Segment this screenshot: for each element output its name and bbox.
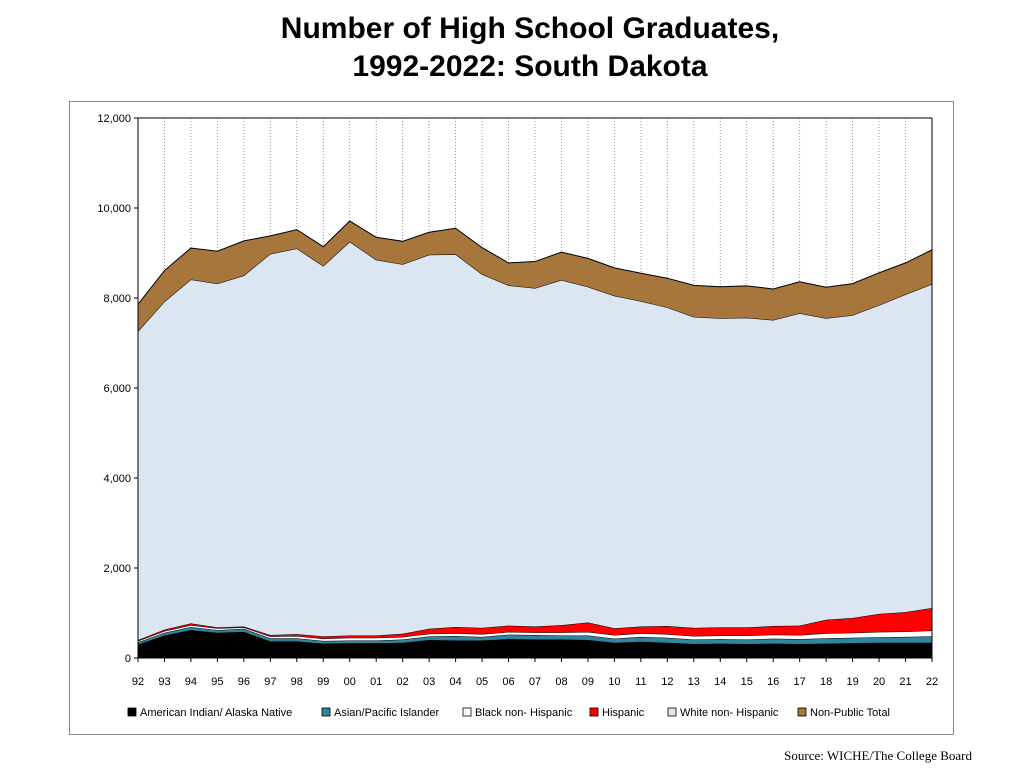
x-tick-label-08: 08: [555, 676, 567, 688]
x-tick-label-16: 16: [767, 676, 779, 688]
legend-label-0: American Indian/ Alaska Native: [140, 707, 292, 719]
x-tick-label-14: 14: [714, 676, 726, 688]
x-tick-label-12: 12: [661, 676, 673, 688]
legend-swatch-4: [667, 707, 677, 717]
x-tick-label-94: 94: [185, 676, 197, 688]
x-tick-label-02: 02: [397, 676, 409, 688]
x-tick-label-97: 97: [264, 676, 276, 688]
legend-label-1: Asian/Pacific Islander: [334, 707, 439, 719]
y-tick-label-2000: 2,000: [103, 563, 131, 575]
x-tick-label-17: 17: [794, 676, 806, 688]
y-tick-label-10000: 10,000: [97, 203, 131, 215]
area-series-4: [138, 241, 932, 640]
x-tick-label-95: 95: [211, 676, 223, 688]
legend-swatch-3: [589, 707, 599, 717]
area-series-0: [138, 630, 932, 658]
x-tick-label-07: 07: [529, 676, 541, 688]
legend-swatch-1: [321, 707, 331, 717]
x-tick-label-01: 01: [370, 676, 382, 688]
legend-swatch-2: [462, 707, 472, 717]
chart-title: Number of High School Graduates, 1992-20…: [0, 10, 1024, 86]
x-tick-label-03: 03: [423, 676, 435, 688]
area-series-1: [138, 626, 932, 645]
x-tick-label-18: 18: [820, 676, 832, 688]
legend-swatch-0: [127, 707, 137, 717]
area-chart: 0 2,000 4,000 6,000 8,000 10,000 12,000 92 93 94 9…: [97, 113, 938, 719]
x-tick-label-98: 98: [291, 676, 303, 688]
x-tick-label-19: 19: [846, 676, 858, 688]
legend-label-2: Black non- Hispanic: [475, 707, 573, 719]
legend-label-5: Non-Public Total: [810, 707, 890, 719]
area-series-5: [138, 221, 932, 332]
x-tick-label-22: 22: [926, 676, 938, 688]
x-tick-label-13: 13: [688, 676, 700, 688]
x-tick-label-09: 09: [582, 676, 594, 688]
chart-frame: 0 2,000 4,000 6,000 8,000 10,000 12,000 92 93 94 9…: [69, 101, 954, 735]
x-tick-label-10: 10: [608, 676, 620, 688]
area-series-3: [138, 608, 932, 641]
chart-title-line-2: 1992-2022: South Dakota: [352, 50, 708, 83]
x-tick-label-93: 93: [158, 676, 170, 688]
x-tick-label-05: 05: [476, 676, 488, 688]
area-series-2: [138, 625, 932, 643]
x-tick-label-00: 00: [344, 676, 356, 688]
source-note: Source: WICHE/The College Board: [784, 748, 972, 763]
chart-title-line-1: Number of High School Graduates,: [280, 12, 780, 45]
y-tick-label-0: 0: [125, 653, 131, 665]
x-tick-label-15: 15: [741, 676, 753, 688]
area-outline-5: [137, 220, 933, 305]
x-tick-label-99: 99: [317, 676, 329, 688]
y-tick-label-4000: 4,000: [103, 473, 131, 485]
legend-swatch-5: [797, 707, 807, 717]
x-tick-label-96: 96: [238, 676, 250, 688]
x-tick-label-20: 20: [873, 676, 885, 688]
legend-label-4: White non- Hispanic: [680, 707, 779, 719]
x-tick-label-92: 92: [132, 676, 144, 688]
y-tick-label-6000: 6,000: [103, 383, 131, 395]
x-tick-label-11: 11: [635, 676, 646, 688]
x-tick-label-06: 06: [502, 676, 514, 688]
x-tick-label-21: 21: [899, 676, 911, 688]
x-tick-label-04: 04: [449, 676, 461, 688]
legend-label-3: Hispanic: [602, 707, 645, 719]
y-tick-label-12000: 12,000: [97, 113, 131, 125]
y-tick-label-8000: 8,000: [103, 293, 131, 305]
